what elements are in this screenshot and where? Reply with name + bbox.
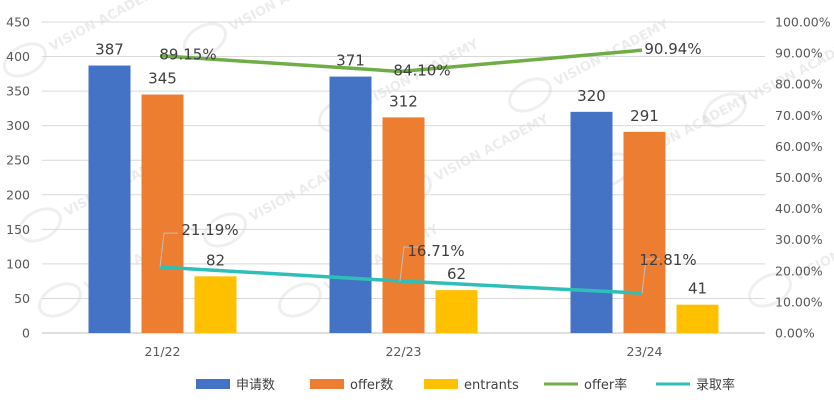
right-tick-label: 80.00% <box>775 77 823 92</box>
legend-label: 录取率 <box>696 377 735 393</box>
bar-series <box>88 65 719 333</box>
right-tick-label: 0.00% <box>775 326 815 341</box>
left-y-axis: 0 50 100 150 200 250 300 350 400 450 <box>6 15 30 341</box>
legend-label: offer率 <box>584 377 627 393</box>
x-tick-label: 21/22 <box>144 344 180 359</box>
series-line <box>159 48 643 74</box>
line-data-label: 84.10% <box>393 61 450 79</box>
line-data-label: 21.19% <box>181 221 238 239</box>
bar-data-label: 387 <box>95 41 124 59</box>
x-tick-label: 22/23 <box>385 344 421 359</box>
left-tick-label: 0 <box>22 326 30 341</box>
data-labels: 387 371 320 345 312 291 82 62 41 89.15% 84.10% 90.9… <box>95 40 707 297</box>
bar-data-label: 291 <box>630 107 659 125</box>
watermark-logo <box>182 22 228 58</box>
right-tick-label: 10.00% <box>775 294 823 309</box>
bar <box>570 111 613 333</box>
left-tick-label: 300 <box>6 118 30 133</box>
watermark-logo <box>747 272 793 308</box>
leader-line <box>641 258 660 294</box>
bar <box>88 65 131 333</box>
legend-swatch <box>424 379 458 389</box>
watermark-logo <box>2 42 48 78</box>
bar <box>676 304 719 333</box>
watermark-logo <box>202 212 248 248</box>
left-tick-label: 50 <box>14 291 30 306</box>
left-tick-label: 100 <box>6 256 30 271</box>
bar-data-label: 320 <box>577 87 606 105</box>
line-data-label: 90.94% <box>644 40 701 58</box>
leader-line <box>159 232 178 268</box>
right-tick-label: 50.00% <box>775 170 823 185</box>
line-data-label: 89.15% <box>159 46 216 64</box>
legend-label: 申请数 <box>236 378 275 393</box>
bar-data-label: 41 <box>688 280 707 298</box>
right-tick-label: 90.00% <box>775 46 823 61</box>
left-tick-label: 400 <box>6 49 30 64</box>
bar-data-label: 345 <box>148 70 177 88</box>
right-tick-label: 60.00% <box>775 139 823 154</box>
right-tick-label: 40.00% <box>775 201 823 216</box>
legend-swatch <box>310 379 344 389</box>
legend-label: entrants <box>464 378 519 393</box>
right-tick-label: 30.00% <box>775 232 823 247</box>
bar <box>382 117 425 333</box>
leader-line <box>399 246 418 282</box>
watermark-logo <box>37 282 83 318</box>
bar-data-label: 371 <box>336 52 365 70</box>
watermark: VISION ACADEMY <box>2 0 167 78</box>
right-tick-label: 100.00% <box>775 15 831 30</box>
bar <box>194 276 237 333</box>
bar-data-label: 62 <box>447 265 466 283</box>
left-tick-label: 150 <box>6 222 30 237</box>
left-tick-label: 450 <box>6 15 30 30</box>
line-data-label: 12.81% <box>639 251 696 269</box>
right-tick-label: 20.00% <box>775 263 823 278</box>
watermark-logo <box>507 77 553 113</box>
watermark-logo <box>277 282 323 318</box>
bar <box>141 94 184 333</box>
legend-swatch <box>196 379 230 389</box>
right-tick-label: 70.00% <box>775 108 823 123</box>
bar-data-label: 82 <box>206 251 225 269</box>
left-tick-label: 350 <box>6 84 30 99</box>
line-series <box>159 48 660 295</box>
watermark-text: VISION ACADEMY <box>747 32 834 105</box>
legend: 申请数 offer数 entrants offer率 录取率 <box>196 377 735 393</box>
left-tick-label: 250 <box>6 153 30 168</box>
legend-label: offer数 <box>350 378 393 393</box>
x-axis: 21/22 22/23 23/24 <box>144 344 662 359</box>
right-y-axis: 0.00% 10.00% 20.00% 30.00% 40.00% 50.00% 60.00… <box>775 15 831 341</box>
watermark-logo <box>17 207 63 243</box>
left-tick-label: 200 <box>6 187 30 202</box>
watermark-logo <box>702 92 748 128</box>
bar <box>329 76 372 333</box>
bar <box>435 290 478 333</box>
watermark-text: VISION ACADEMY <box>432 112 552 185</box>
line-data-label: 16.71% <box>407 242 464 260</box>
bar <box>623 131 666 333</box>
watermark-text: VISION ACADEMY <box>227 0 347 35</box>
x-tick-label: 23/24 <box>626 344 662 359</box>
bar-data-label: 312 <box>389 92 418 110</box>
